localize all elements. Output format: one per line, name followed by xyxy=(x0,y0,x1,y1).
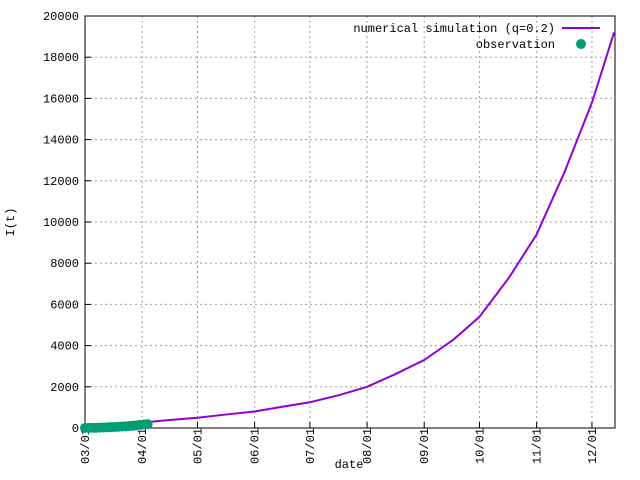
y-tick-label: 8000 xyxy=(50,257,79,271)
y-tick-label: 2000 xyxy=(50,381,79,395)
y-tick-label: 20000 xyxy=(43,10,79,24)
legend-marker xyxy=(576,39,586,49)
y-tick-label: 10000 xyxy=(43,216,79,230)
line-series xyxy=(84,32,616,429)
y-tick-label: 12000 xyxy=(43,175,79,189)
y-tick-label: 14000 xyxy=(43,134,79,148)
y-tick-label: 0 xyxy=(72,422,79,436)
x-axis-label: date xyxy=(335,458,364,472)
y-tick-label: 16000 xyxy=(43,92,79,106)
x-tick-label: 12/01 xyxy=(586,428,600,464)
y-tick-label: 6000 xyxy=(50,298,79,312)
plot-frame xyxy=(84,15,616,429)
y-tick-label: 18000 xyxy=(43,51,79,65)
x-tick-label: 06/01 xyxy=(249,428,263,464)
legend-label: observation xyxy=(476,38,555,52)
y-axis-label: I(t) xyxy=(4,208,18,237)
x-tick-label: 05/01 xyxy=(191,428,205,464)
x-tick-label: 09/01 xyxy=(418,428,432,464)
x-tick-label: 07/01 xyxy=(304,428,318,464)
y-tick-label: 4000 xyxy=(50,340,79,354)
x-tick-label: 11/01 xyxy=(531,428,545,464)
x-tick-label: 04/01 xyxy=(136,428,150,464)
x-tick-label: 10/01 xyxy=(474,428,488,464)
x-tick-label: 03/01 xyxy=(79,428,93,464)
legend-label: numerical simulation (q=0.2) xyxy=(353,22,555,36)
x-tick-label: 08/01 xyxy=(361,428,375,464)
data-point xyxy=(142,419,153,430)
